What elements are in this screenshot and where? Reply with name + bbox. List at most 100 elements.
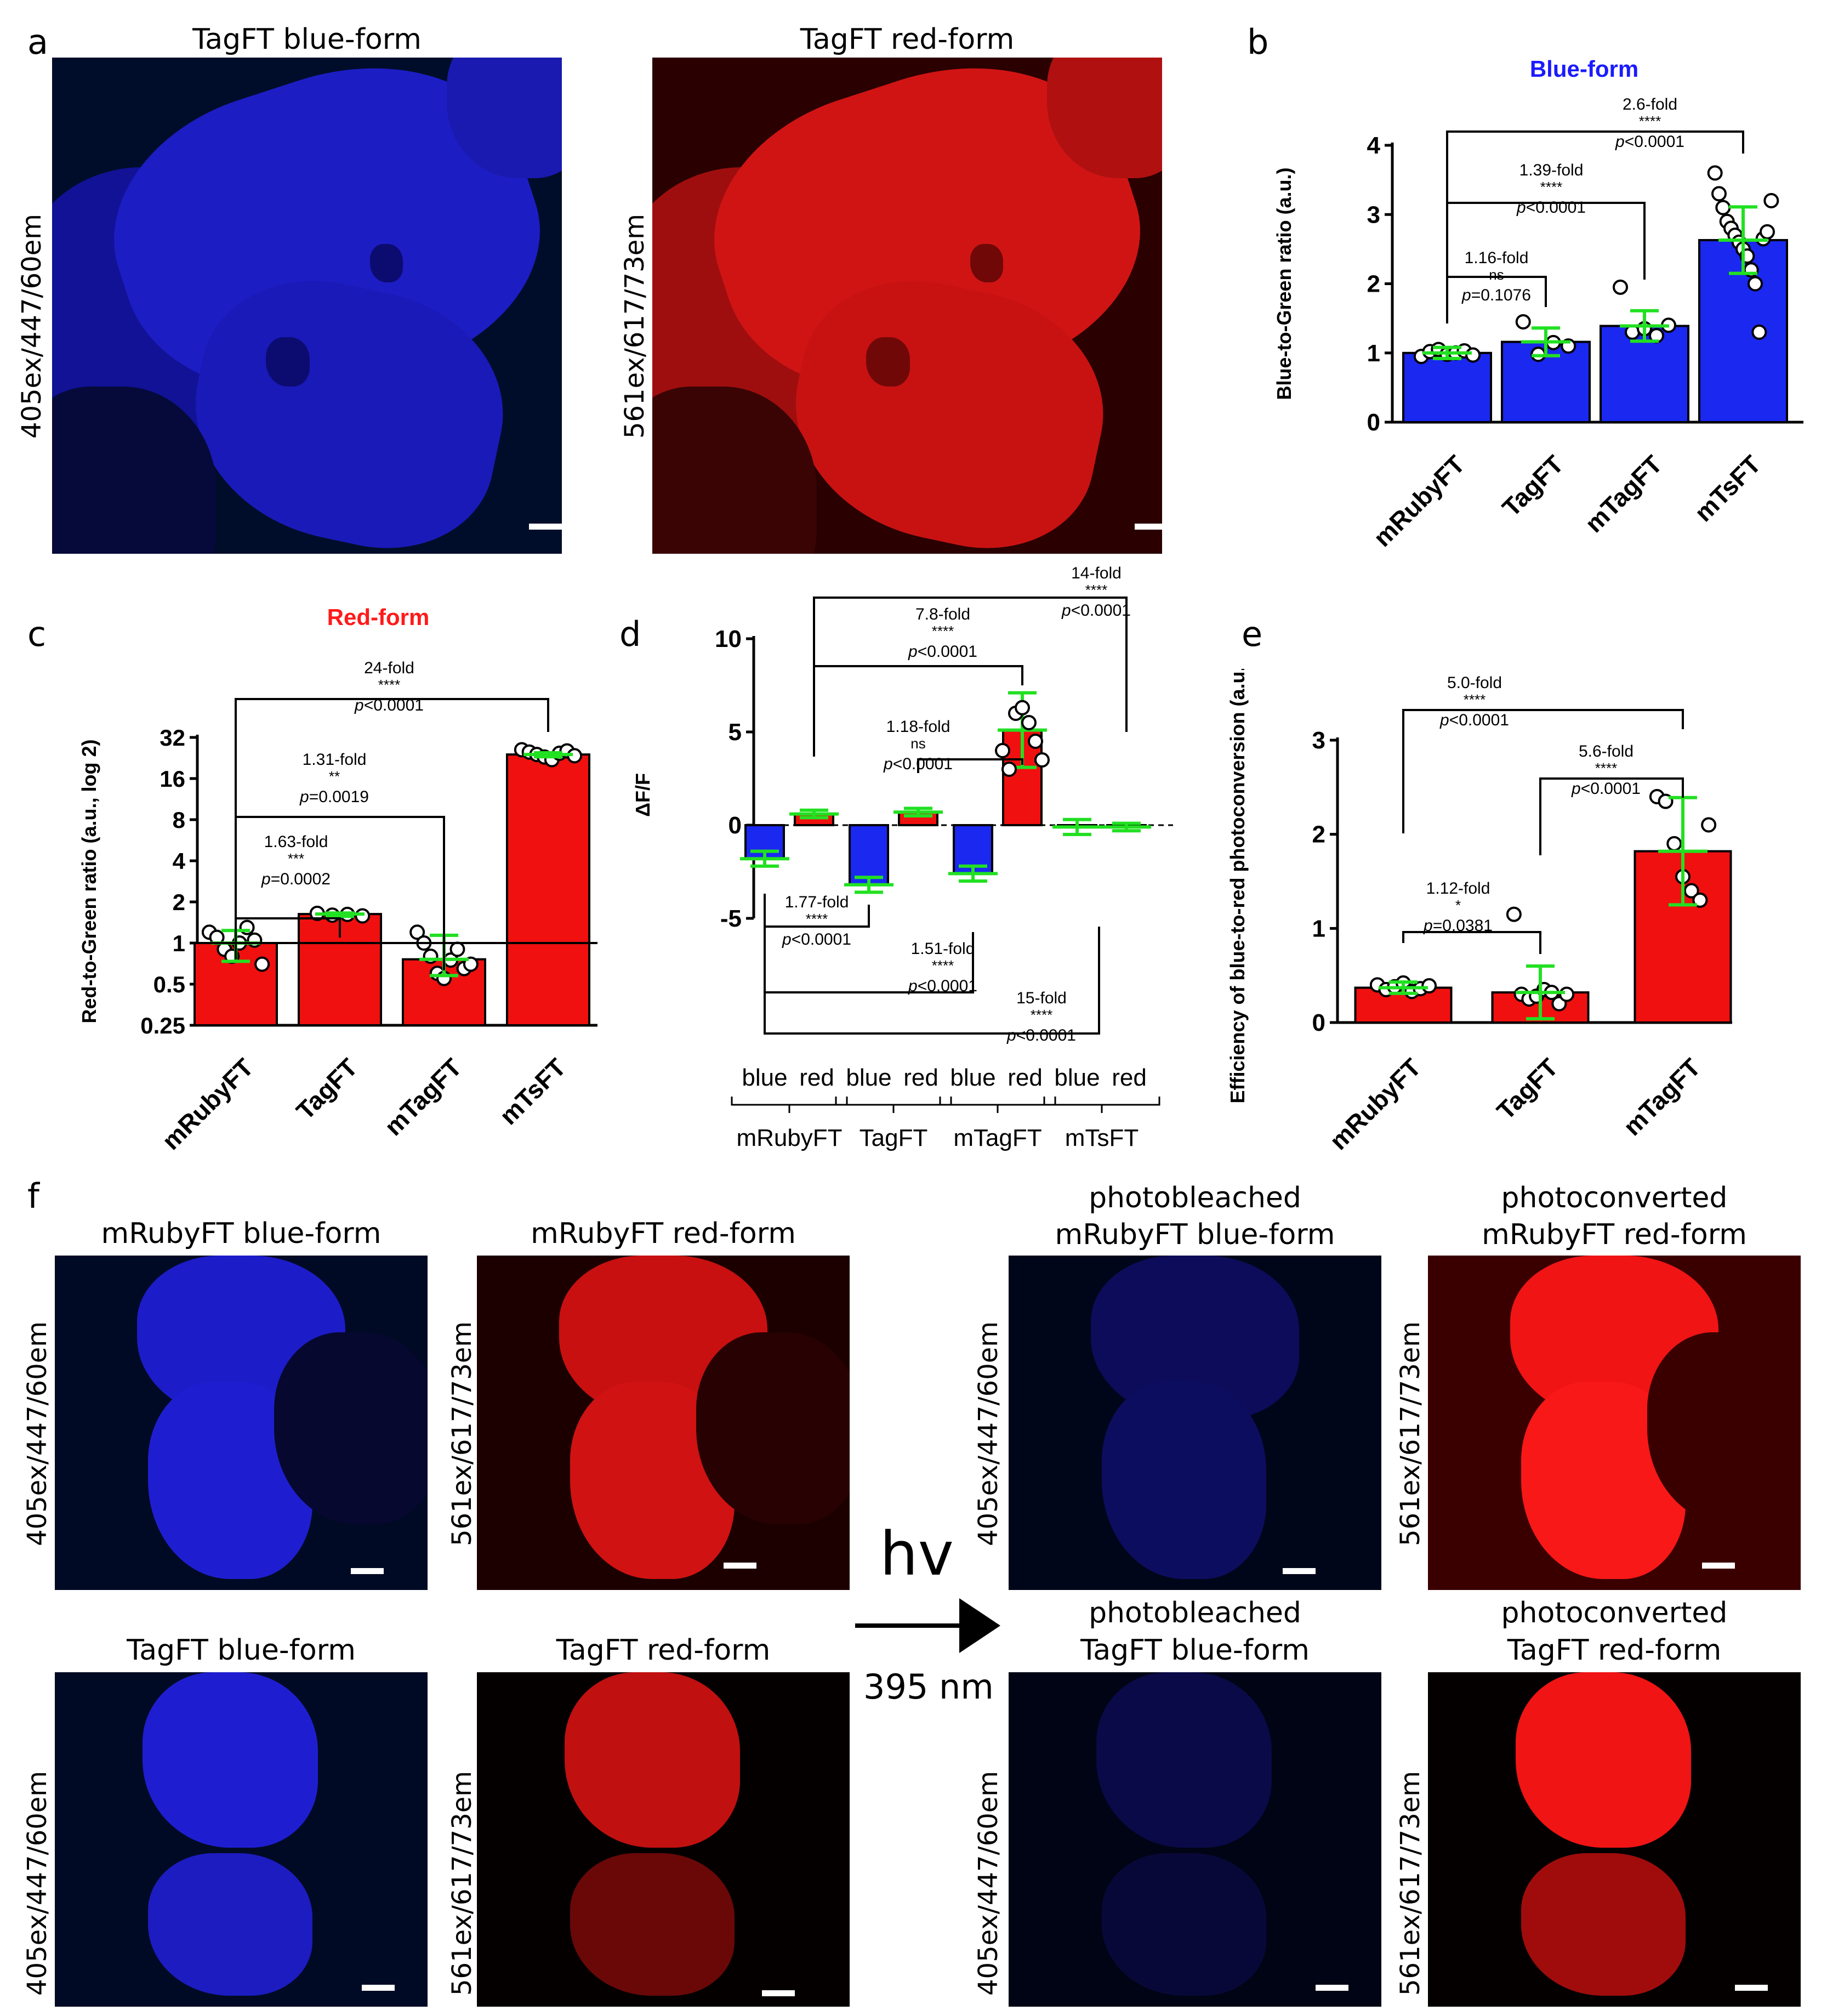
chart-d-comp-1-p: p<0.0001 <box>883 755 953 773</box>
f-mruby-red-image <box>477 1256 850 1590</box>
f-pb-mruby-image <box>1009 1256 1381 1590</box>
f-pc-tag-title-2: TagFT red-form <box>1507 1634 1722 1667</box>
panel-label-a: a <box>27 22 48 62</box>
chart-b-xtick-0: mRubyFT <box>1368 450 1470 552</box>
chart-d-point <box>1034 752 1050 768</box>
chart-e-bracket-1 <box>1402 931 1541 954</box>
chart-d-xtick-0: mRubyFT <box>736 1125 842 1151</box>
chart-b-ylabel: Blue-to-Green ratio (a.u.) <box>1273 167 1295 400</box>
chart-c-bar-mTsFT <box>506 753 590 1026</box>
chart-d-bracket-6 <box>764 927 1100 1035</box>
chart-d-comp-1-fold: 1.18-fold <box>886 718 951 736</box>
chart-d-barlabel-red-2: red <box>1008 1064 1043 1091</box>
chart-b-blue-form: Blue-form Blue-to-Green ratio (a.u.) 0 1 2 3 4… <box>1273 56 1803 552</box>
chart-c-bracket-3 <box>235 698 549 949</box>
f-ylabel-6: 561ex/617/73em <box>447 1770 477 1996</box>
f-pc-tag-title-1: photoconverted <box>1501 1597 1728 1629</box>
chart-e-ytick-label: 1 <box>1312 915 1325 942</box>
chart-e-bracket-2 <box>1539 777 1684 855</box>
chart-d-group-brace-3 <box>1043 1097 1160 1113</box>
chart-e-point <box>1701 817 1717 833</box>
chart-e-ytick-label: 3 <box>1312 727 1325 754</box>
chart-e-comp-1-fold: 1.12-fold <box>1426 879 1490 898</box>
chart-e-comp-1-stars: * <box>1455 897 1461 913</box>
f-mruby-blue-title: mRubyFT blue-form <box>101 1217 382 1250</box>
chart-c-point <box>449 941 465 957</box>
chart-c-ytick-label: 8 <box>173 807 185 833</box>
panel-a-red-title: TagFT red-form <box>800 23 1015 56</box>
chart-d-barlabel-blue-2: blue <box>950 1064 995 1091</box>
chart-e-point <box>1506 906 1522 922</box>
chart-d-bracket-3 <box>813 597 1128 757</box>
chart-c-comp-1-p: p=0.0002 <box>261 870 331 888</box>
chart-b-point <box>1748 276 1763 292</box>
chart-b-ytick-label: 0 <box>1367 409 1380 436</box>
chart-d-comp-5-stars: **** <box>932 957 954 974</box>
chart-d-bracket-1 <box>917 758 1023 773</box>
chart-c-xtick-0: mRubyFT <box>156 1053 259 1155</box>
chart-c-ytick-label: 4 <box>173 848 186 874</box>
f-ylabel-2: 561ex/617/73em <box>447 1321 477 1546</box>
chart-e-point <box>1683 883 1699 899</box>
chart-c-ytick-label: 1 <box>173 930 185 956</box>
chart-d-comp-4-fold: 1.77-fold <box>785 893 849 911</box>
panel-label-b: b <box>1247 22 1269 62</box>
chart-d-group-brace-2 <box>939 1097 1056 1113</box>
f-pb-mruby-title-2: mRubyFT blue-form <box>1055 1218 1335 1251</box>
photoconversion-arrow <box>855 1598 1000 1653</box>
chart-d-comp-2-p: p<0.0001 <box>908 643 977 661</box>
chart-d-xtick-2: mTagFT <box>953 1125 1041 1151</box>
chart-e-efficiency: Efficiency of blue-to-red photoconversio… <box>1228 669 1732 1155</box>
chart-e-point <box>1421 978 1437 994</box>
chart-c-ytick-label: 32 <box>160 725 185 751</box>
chart-c-red-form: Red-form Red-to-Green ratio (a.u., log 2)… <box>78 604 597 1155</box>
chart-d-point <box>995 743 1010 758</box>
panel-label-c: c <box>27 614 47 654</box>
chart-b-point <box>1465 347 1481 363</box>
chart-b-comp-3-fold: 2.6-fold <box>1623 95 1677 113</box>
chart-d-barlabel-blue-0: blue <box>742 1064 787 1091</box>
chart-b-point <box>1760 224 1775 240</box>
chart-c-point <box>355 908 371 924</box>
chart-d-barlabel-red-0: red <box>799 1064 834 1091</box>
chart-b-point <box>1515 314 1531 330</box>
chart-b-comp-3-p: p<0.0001 <box>1615 133 1684 151</box>
chart-e-comp-2-p: p<0.0001 <box>1571 780 1641 798</box>
chart-b-comp-1-fold: 1.16-fold <box>1465 249 1529 267</box>
chart-e-point <box>1559 986 1575 1002</box>
chart-b-point <box>1711 186 1727 202</box>
f-ylabel-3: 405ex/447/60em <box>973 1321 1004 1546</box>
chart-e-xtick-1: TagFT <box>1491 1053 1563 1125</box>
f-pc-mruby-image <box>1428 1256 1801 1590</box>
f-pb-tag-title-2: TagFT blue-form <box>1080 1634 1310 1667</box>
chart-d-comp-6-p: p<0.0001 <box>1006 1026 1076 1044</box>
chart-e-bar-mRubyFT <box>1354 986 1453 1024</box>
chart-b-comp-2-p: p<0.0001 <box>1516 198 1586 217</box>
chart-e-xtick-0: mRubyFT <box>1324 1053 1426 1155</box>
f-tag-blue-title: TagFT blue-form <box>127 1634 356 1667</box>
chart-b-ytick-label: 1 <box>1367 340 1380 367</box>
chart-d-group-brace-0 <box>731 1097 848 1113</box>
chart-c-ytick-label: 2 <box>173 889 185 915</box>
f-mruby-red-title: mRubyFT red-form <box>531 1217 796 1250</box>
chart-d-comp-3-fold: 14-fold <box>1071 564 1122 582</box>
chart-d-ytick-label: 5 <box>728 719 742 746</box>
chart-b-ytick-label: 2 <box>1367 271 1380 298</box>
chart-e-comp-3-stars: **** <box>1464 691 1485 708</box>
chart-c-comp-3-p: p<0.0001 <box>354 696 424 714</box>
chart-e-bracket-3 <box>1402 709 1684 833</box>
chart-b-ytick-label: 4 <box>1367 132 1381 159</box>
chart-b-xtick-3: mTsFT <box>1689 450 1766 527</box>
chart-b-point <box>1715 200 1731 215</box>
chart-b-comp-3-stars: **** <box>1639 113 1661 129</box>
chart-d-comp-3-p: p<0.0001 <box>1061 601 1131 620</box>
chart-b-ytick-label: 3 <box>1367 201 1380 228</box>
chart-c-bar-TagFT <box>298 913 382 1026</box>
chart-c-ytick-label: 16 <box>160 766 185 792</box>
panel-label-e: e <box>1242 614 1263 654</box>
hv-label: hv <box>880 1519 954 1589</box>
chart-d-comp-3-stars: **** <box>1085 582 1107 598</box>
chart-b-point <box>1763 193 1779 208</box>
chart-c-comp-1-fold: 1.63-fold <box>264 833 328 851</box>
